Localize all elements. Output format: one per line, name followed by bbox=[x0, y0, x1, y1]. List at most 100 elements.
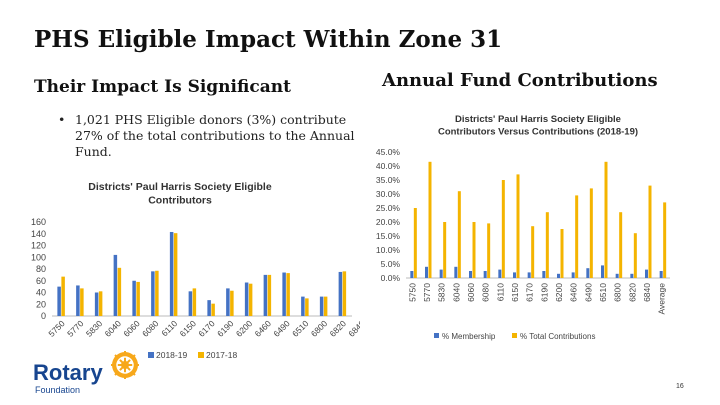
bar-% Total Contributions bbox=[531, 226, 535, 278]
y-tick-label: 40.0% bbox=[376, 161, 401, 171]
bar-% Membership bbox=[498, 269, 502, 278]
legend-label: % Total Contributions bbox=[520, 332, 595, 341]
x-tick-label: 6820 bbox=[627, 283, 637, 302]
bar-% Membership bbox=[513, 272, 516, 278]
bullet-text: 1,021 PHS Eligible donors (3%) contribut… bbox=[75, 112, 355, 159]
x-tick-label: 5750 bbox=[407, 283, 417, 302]
x-tick-label: 6510 bbox=[598, 283, 608, 302]
x-tick-label: 6150 bbox=[510, 283, 520, 302]
bullet-point: • 1,021 PHS Eligible donors (3%) contrib… bbox=[58, 112, 358, 160]
x-tick-label: 6080 bbox=[140, 318, 161, 339]
y-tick-label: 160 bbox=[31, 217, 46, 227]
bar-% Membership bbox=[425, 266, 428, 278]
y-tick-label: 100 bbox=[31, 252, 46, 262]
x-tick-label: 6800 bbox=[309, 318, 330, 339]
rotary-logo: Rotary Foundation bbox=[30, 350, 140, 401]
bar-% Membership bbox=[659, 271, 663, 278]
bar-2018-19 bbox=[226, 288, 230, 316]
x-tick-label: 6190 bbox=[215, 318, 236, 339]
legend-label: 2017-18 bbox=[206, 350, 237, 360]
y-tick-label: 120 bbox=[31, 241, 46, 251]
y-tick-label: 140 bbox=[31, 229, 46, 239]
x-tick-label: 6150 bbox=[178, 318, 199, 339]
y-tick-label: 80 bbox=[36, 264, 46, 274]
x-tick-label: 6490 bbox=[583, 283, 593, 302]
bar-% Total Contributions bbox=[663, 202, 667, 278]
bar-% Total Contributions bbox=[589, 188, 593, 278]
legend-swatch bbox=[512, 333, 517, 338]
x-tick-label: 6170 bbox=[525, 283, 535, 302]
legend-label: 2018-19 bbox=[156, 350, 187, 360]
bar-2017-18 bbox=[342, 271, 347, 316]
bar-% Membership bbox=[410, 271, 414, 278]
bar-2018-19 bbox=[263, 274, 268, 316]
x-tick-label: 5770 bbox=[422, 283, 432, 302]
bar-% Total Contributions bbox=[545, 212, 549, 278]
bar-% Total Contributions bbox=[443, 222, 447, 278]
y-tick-label: 15.0% bbox=[376, 231, 401, 241]
bar-2017-18 bbox=[117, 267, 122, 316]
bar-2017-18 bbox=[80, 288, 84, 316]
bar-2017-18 bbox=[155, 270, 159, 316]
bar-2017-18 bbox=[211, 303, 215, 316]
y-tick-label: 5.0% bbox=[381, 259, 401, 269]
y-tick-label: 60 bbox=[36, 276, 46, 286]
x-tick-label: 6460 bbox=[569, 283, 579, 302]
bar-2018-19 bbox=[188, 291, 193, 316]
bar-2018-19 bbox=[282, 272, 286, 316]
bar-% Total Contributions bbox=[413, 208, 417, 278]
bar-% Membership bbox=[571, 272, 575, 278]
x-tick-label: Average bbox=[657, 283, 667, 315]
x-tick-label: 6190 bbox=[539, 283, 549, 302]
x-tick-label: 6080 bbox=[481, 283, 491, 302]
logo-name: Rotary bbox=[33, 360, 103, 385]
y-tick-label: 35.0% bbox=[376, 175, 401, 185]
bar-% Total Contributions bbox=[648, 185, 652, 278]
bar-% Membership bbox=[483, 271, 487, 278]
bar-% Total Contributions bbox=[428, 161, 432, 278]
bar-% Total Contributions bbox=[501, 180, 505, 278]
bar-2018-19 bbox=[94, 292, 99, 316]
bar-2018-19 bbox=[301, 296, 305, 316]
bar-% Total Contributions bbox=[575, 195, 579, 278]
bar-2017-18 bbox=[305, 298, 309, 316]
right-heading: Annual Fund Contributions bbox=[382, 70, 658, 91]
right-bar-chart: Districts' Paul Harris Society Eligible C… bbox=[376, 114, 670, 341]
bar-% Membership bbox=[601, 265, 604, 278]
bar-2017-18 bbox=[61, 276, 65, 316]
legend-label: % Membership bbox=[442, 332, 496, 341]
page-title: PHS Eligible Impact Within Zone 31 bbox=[34, 26, 503, 53]
y-tick-label: 20.0% bbox=[376, 217, 401, 227]
chart-title: Districts' Paul Harris Society Eligible bbox=[455, 114, 621, 125]
y-tick-label: 10.0% bbox=[376, 245, 401, 255]
y-tick-label: 40 bbox=[36, 288, 46, 298]
y-tick-label: 0 bbox=[41, 311, 46, 321]
x-tick-label: 5830 bbox=[84, 318, 105, 339]
bar-% Membership bbox=[586, 268, 590, 278]
bar-2018-19 bbox=[76, 285, 80, 316]
bar-% Membership bbox=[542, 271, 546, 278]
x-tick-label: 6460 bbox=[253, 318, 274, 339]
x-tick-label: 6060 bbox=[121, 318, 142, 339]
bar-2017-18 bbox=[248, 283, 253, 316]
bar-2017-18 bbox=[192, 288, 197, 316]
bar-2017-18 bbox=[230, 290, 234, 316]
bar-2018-19 bbox=[169, 231, 174, 316]
bar-% Membership bbox=[469, 271, 472, 278]
x-tick-label: 6200 bbox=[554, 283, 564, 302]
bar-2018-19 bbox=[244, 282, 249, 316]
x-tick-label: 5750 bbox=[46, 318, 67, 339]
y-tick-label: 45.0% bbox=[376, 147, 401, 157]
x-tick-label: 6800 bbox=[613, 283, 623, 302]
legend-swatch bbox=[198, 352, 204, 358]
bar-2018-19 bbox=[319, 296, 324, 316]
left-bar-chart: Districts' Paul Harris Society Eligible C… bbox=[31, 181, 360, 360]
y-tick-label: 0.0% bbox=[381, 273, 401, 283]
chart-title: Contributors bbox=[148, 195, 212, 207]
x-tick-label: 6110 bbox=[495, 283, 505, 302]
y-tick-label: 30.0% bbox=[376, 189, 401, 199]
x-tick-label: 5770 bbox=[65, 318, 86, 339]
x-tick-label: 6110 bbox=[159, 318, 179, 338]
x-tick-label: 6040 bbox=[451, 283, 461, 302]
bar-% Total Contributions bbox=[472, 222, 476, 278]
